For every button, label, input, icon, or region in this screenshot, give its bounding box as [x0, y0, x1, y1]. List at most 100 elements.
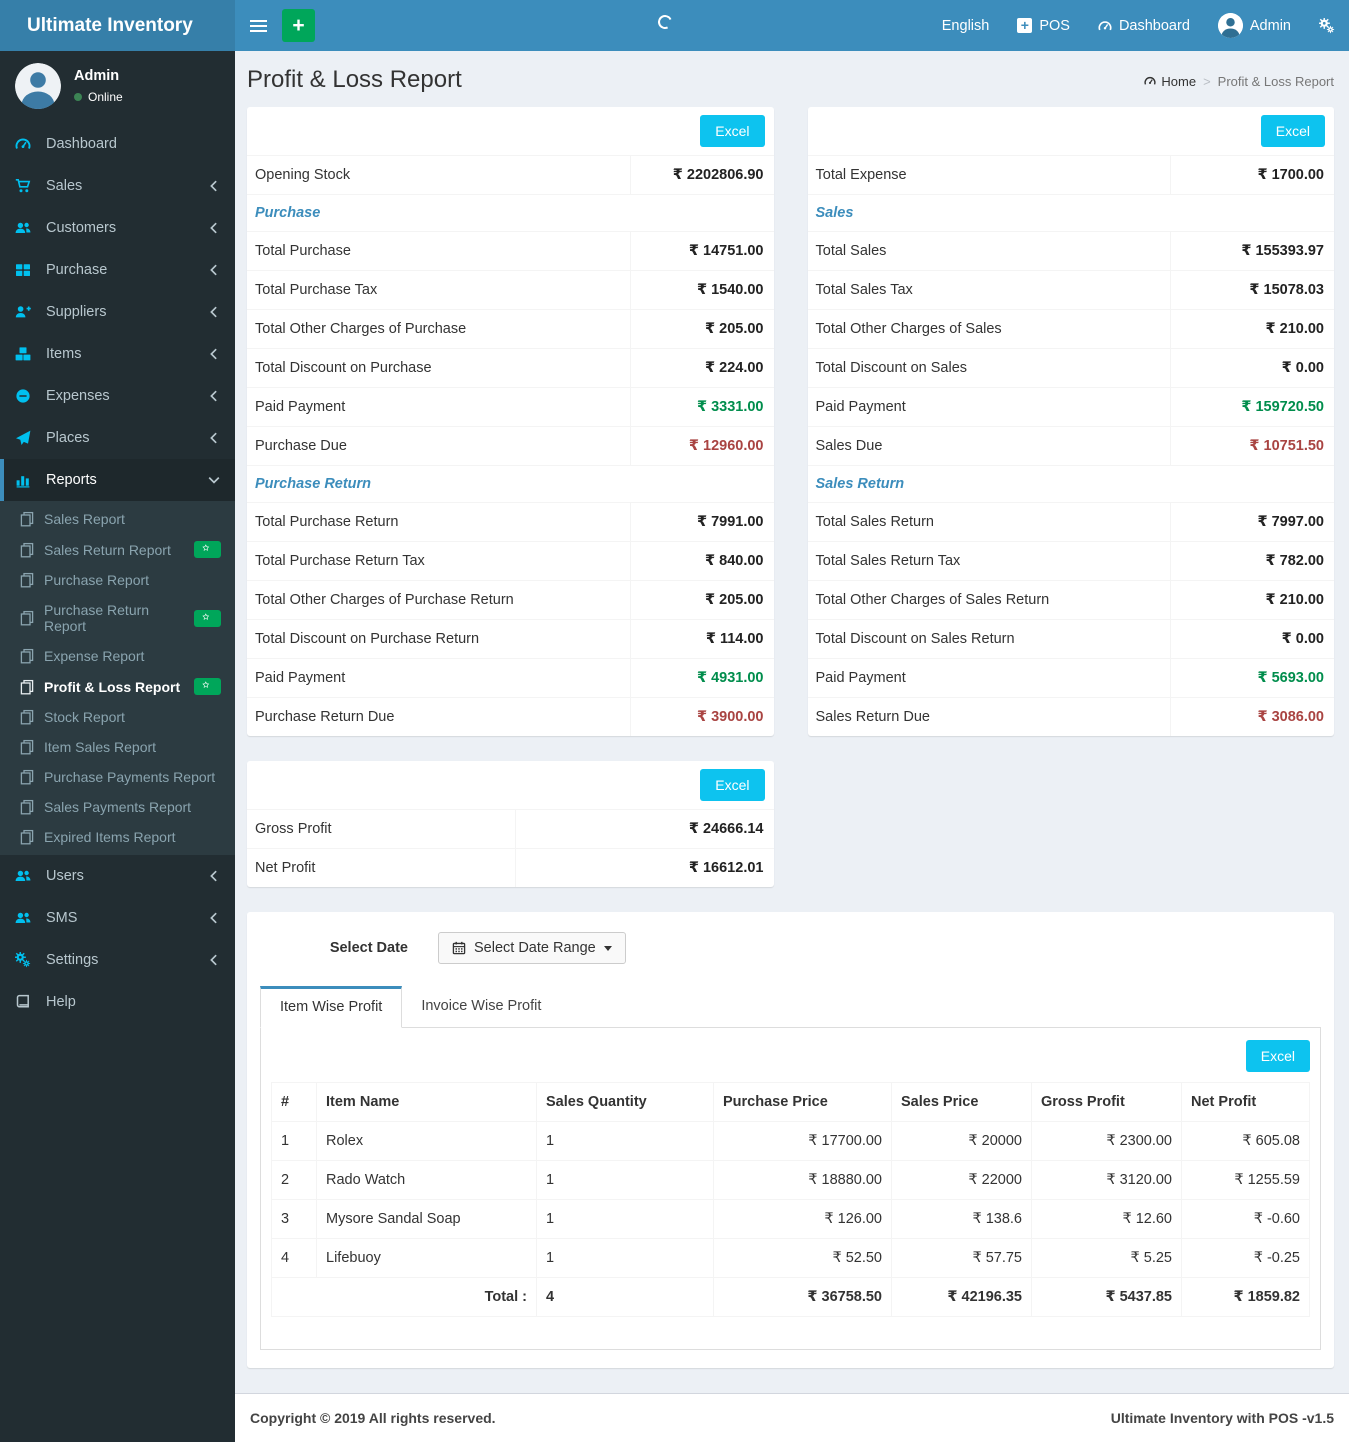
table-header-row: # Item Name Sales Quantity Purchase Pric…: [271, 1082, 1310, 1122]
table-row: Total Discount on Purchase ₹ 224.00: [247, 348, 774, 387]
quick-add-button[interactable]: +: [282, 9, 315, 42]
user-name-label: Admin: [1249, 17, 1291, 34]
sidebar-item-stock-report[interactable]: Stock Report: [0, 702, 235, 732]
date-range-button[interactable]: Select Date Range: [438, 932, 626, 964]
table-row: Sales Due ₹ 10751.50: [807, 426, 1334, 465]
sales-statement-card: Excel Total Expense ₹ 1700.00 Sales Total…: [807, 107, 1334, 736]
sidebar-item-expired-items-report[interactable]: Expired Items Report: [0, 822, 235, 852]
table-row: Total Purchase ₹ 14751.00: [247, 231, 774, 270]
sidebar-item-purchase[interactable]: Purchase: [0, 249, 235, 291]
row-value: ₹ 2202806.90: [672, 167, 764, 183]
dashboard-button[interactable]: Dashboard: [1084, 0, 1204, 51]
chevron-left-icon: [208, 348, 220, 360]
sidebar-item-places[interactable]: Places: [0, 417, 235, 459]
copy-icon: [19, 648, 35, 664]
excel-export-button[interactable]: Excel: [1245, 1040, 1310, 1072]
sidebar-item-help[interactable]: Help: [0, 981, 235, 1023]
chevron-left-icon: [208, 390, 220, 402]
table-row: Total Sales Return ₹ 7997.00: [807, 502, 1334, 541]
excel-export-button[interactable]: Excel: [1260, 115, 1325, 147]
sidebar-item-sales-return-report[interactable]: Sales Return Report: [0, 534, 235, 565]
breadcrumb-home-link[interactable]: Home: [1144, 74, 1196, 89]
sidebar-item-profit-loss-report[interactable]: Profit & Loss Report: [0, 671, 235, 702]
table-row: Total Sales Return Tax ₹ 782.00: [807, 541, 1334, 580]
table-total-row: Total : 4 ₹ 36758.50 ₹ 42196.35 ₹ 5437.8…: [271, 1277, 1310, 1317]
sidebar-item-reports[interactable]: Reports: [0, 459, 235, 501]
sidebar-item-sales-report[interactable]: Sales Report: [0, 504, 235, 534]
excel-export-button[interactable]: Excel: [700, 769, 765, 801]
users-icon: [15, 868, 35, 884]
copy-icon: [19, 610, 35, 626]
tab-invoice-wise-profit[interactable]: Invoice Wise Profit: [421, 998, 542, 1014]
brand-logo[interactable]: Ultimate Inventory: [0, 0, 235, 51]
sidebar-item-customers[interactable]: Customers: [0, 207, 235, 249]
plus-icon: +: [292, 13, 305, 37]
sidebar-item-settings[interactable]: Settings: [0, 939, 235, 981]
gears-icon: [1319, 18, 1335, 34]
gauge-icon: [15, 136, 35, 152]
page-title: Profit & Loss Report: [247, 66, 462, 93]
sidebar-item-expenses[interactable]: Expenses: [0, 375, 235, 417]
section-title-purchase-return: Purchase Return: [247, 465, 774, 502]
gauge-icon: [1144, 75, 1156, 87]
chevron-left-icon: [208, 264, 220, 276]
sidebar-item-purchase-report[interactable]: Purchase Report: [0, 565, 235, 595]
book-icon: [15, 994, 35, 1010]
copy-icon: [19, 799, 35, 815]
table-row: Paid Payment ₹ 159720.50: [807, 387, 1334, 426]
sidebar-item-purchase-return-report[interactable]: Purchase Return Report: [0, 595, 235, 641]
navbar-right-menu: English + POS Dashboard Admin: [928, 0, 1349, 51]
copy-icon: [19, 739, 35, 755]
table-row: 1 Rolex 1 ₹ 17700.00 ₹ 20000 ₹ 2300.00 ₹ 605.0…: [271, 1121, 1310, 1161]
copy-icon: [19, 542, 35, 558]
column-header: Gross Profit: [1031, 1082, 1182, 1122]
sidebar-item-expense-report[interactable]: Expense Report: [0, 641, 235, 671]
sidebar-item-sms[interactable]: SMS: [0, 897, 235, 939]
row-label: Opening Stock: [247, 156, 632, 194]
sidebar-toggle-button[interactable]: [235, 0, 282, 51]
table-row: Total Discount on Purchase Return ₹ 114.0…: [247, 619, 774, 658]
sidebar-item-items[interactable]: Items: [0, 333, 235, 375]
column-header: #: [271, 1082, 317, 1122]
sidebar-item-dashboard[interactable]: Dashboard: [0, 123, 235, 165]
column-header: Sales Quantity: [536, 1082, 714, 1122]
settings-gears-button[interactable]: [1305, 0, 1349, 51]
calendar-icon: [452, 941, 466, 955]
sidebar-menu-bottom: Users SMS Settings Help: [0, 855, 235, 1023]
sidebar-item-sales-payments-report[interactable]: Sales Payments Report: [0, 792, 235, 822]
pos-button[interactable]: + POS: [1003, 0, 1084, 51]
table-row: 2 Rado Watch 1 ₹ 18880.00 ₹ 22000 ₹ 3120.00 ₹ …: [271, 1160, 1310, 1200]
online-dot-icon: [74, 93, 82, 101]
column-header: Item Name: [316, 1082, 537, 1122]
table-row: Total Expense ₹ 1700.00: [807, 155, 1334, 194]
sidebar-item-sales[interactable]: Sales: [0, 165, 235, 207]
loading-spinner-icon: [656, 13, 674, 31]
tab-panel: Excel # Item Name Sales Quantity Purchas…: [260, 1028, 1321, 1350]
language-selector[interactable]: English: [928, 0, 1004, 51]
copy-icon: [19, 679, 35, 695]
sidebar-item-purchase-payments-report[interactable]: Purchase Payments Report: [0, 762, 235, 792]
tab-item-wise-profit[interactable]: Item Wise Profit: [260, 986, 403, 1028]
chevron-left-icon: [208, 432, 220, 444]
star-icon: [202, 613, 213, 624]
sidebar-item-users[interactable]: Users: [0, 855, 235, 897]
user-plus-icon: [15, 304, 35, 320]
section-title-sales-return: Sales Return: [807, 465, 1334, 502]
sidebar-user-name: Admin: [74, 68, 120, 84]
table-row: Sales Return Due ₹ 3086.00: [807, 697, 1334, 736]
table-row: Paid Payment ₹ 3331.00: [247, 387, 774, 426]
sidebar-item-suppliers[interactable]: Suppliers: [0, 291, 235, 333]
sidebar-item-item-sales-report[interactable]: Item Sales Report: [0, 732, 235, 762]
dashboard-label: Dashboard: [1118, 17, 1190, 34]
table-row: Total Other Charges of Purchase Return ₹ …: [247, 580, 774, 619]
gears-icon: [15, 952, 35, 968]
sidebar-menu: Dashboard Sales Customers Purchase Suppl…: [0, 123, 235, 501]
sidebar-user-panel: Admin Online: [0, 51, 235, 123]
sidebar-user-status: Online: [74, 90, 123, 104]
grid-icon: [15, 262, 35, 278]
table-row: Total Sales Tax ₹ 15078.03: [807, 270, 1334, 309]
table-row: Total Other Charges of Purchase ₹ 205.00: [247, 309, 774, 348]
user-menu[interactable]: Admin: [1204, 0, 1305, 51]
section-title-purchase: Purchase: [247, 194, 774, 231]
excel-export-button[interactable]: Excel: [700, 115, 765, 147]
